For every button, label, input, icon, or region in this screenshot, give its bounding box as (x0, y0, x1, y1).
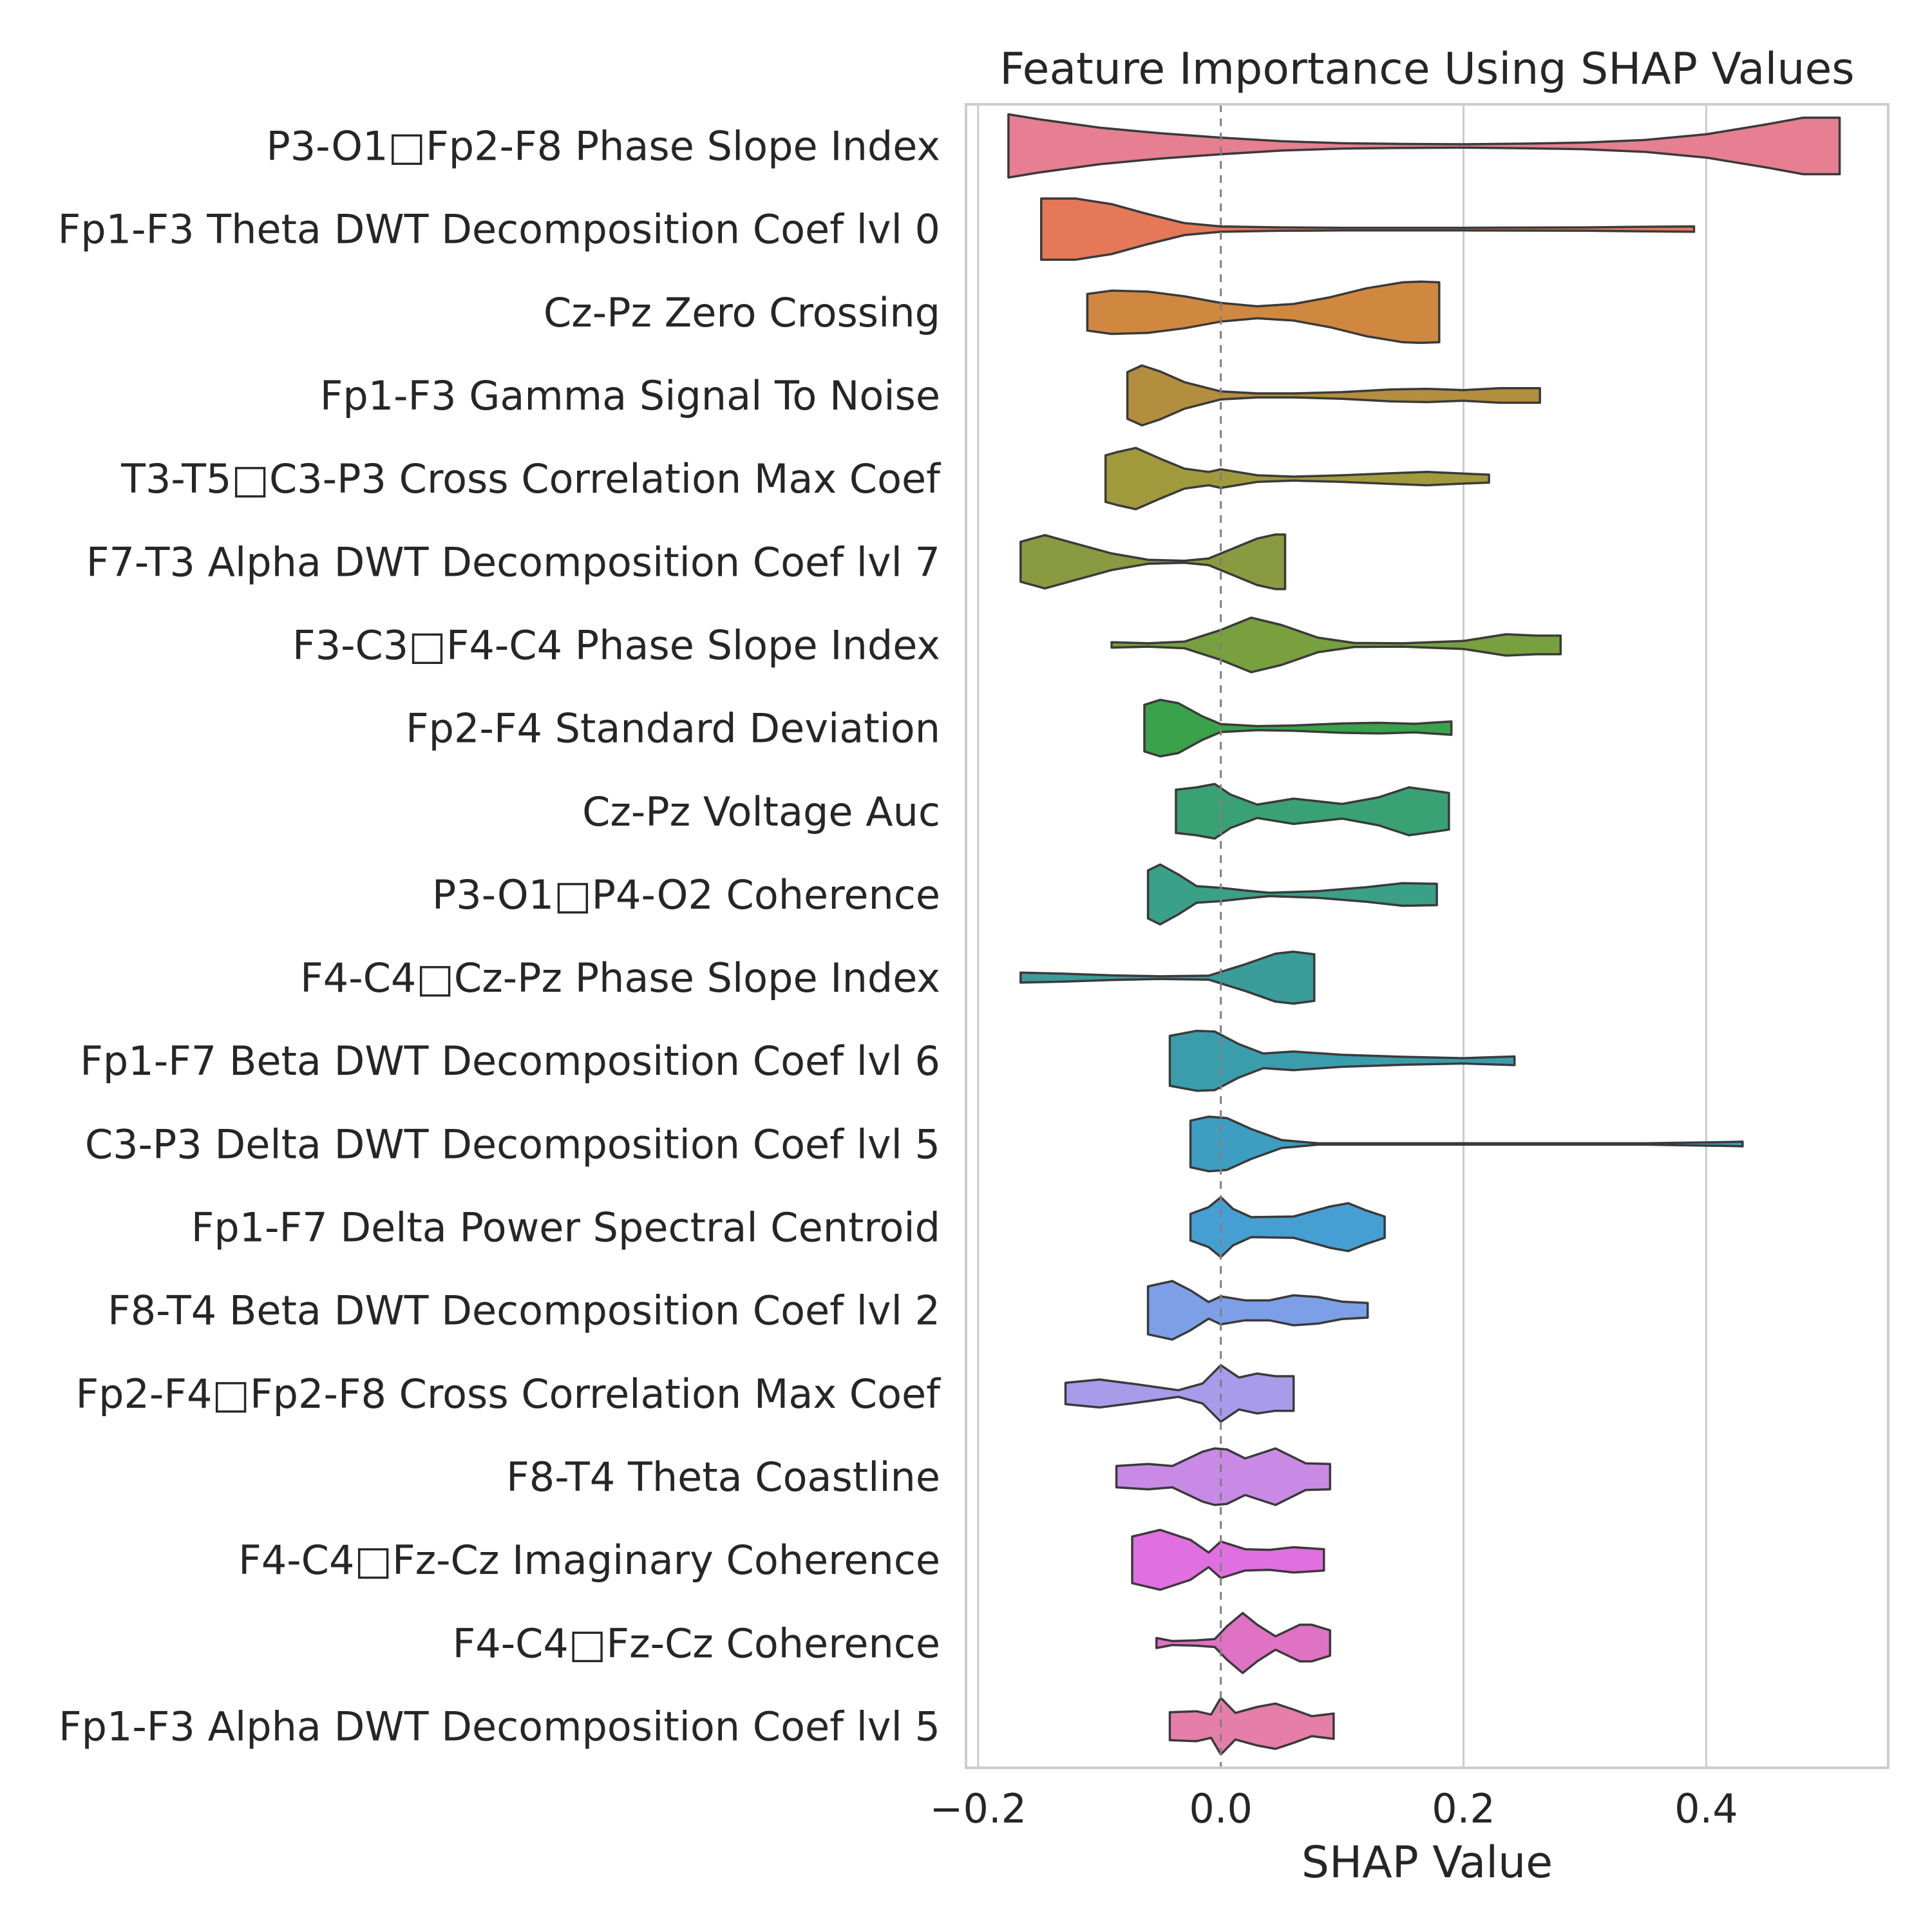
feature-labels: P3-O1□Fp2-F8 Phase Slope Index Fp1-F3 The… (58, 123, 942, 1750)
feature-label: Fp1-F7 Beta DWT Decomposition Coef lvl 6 (80, 1037, 940, 1084)
feature-label: Fp2-F4 Standard Deviation (406, 705, 940, 752)
violin-18 (1131, 1528, 1325, 1591)
violin-14 (1189, 1196, 1386, 1258)
violin-9 (1175, 782, 1450, 840)
violin-11 (1019, 951, 1316, 1005)
feature-label: Cz-Pz Zero Crossing (544, 289, 940, 336)
violin-13 (1189, 1115, 1744, 1173)
feature-label: F4-C4□Cz-Pz Phase Slope Index (300, 954, 940, 1001)
violin-15 (1146, 1280, 1369, 1341)
feature-label: Fp1-F3 Theta DWT Decomposition Coef lvl … (58, 206, 940, 253)
violin-2 (1040, 197, 1696, 261)
feature-label: F4-C4□Fz-Cz Coherence (453, 1620, 940, 1667)
grid-lines (977, 104, 1707, 1768)
violin-8 (1143, 698, 1453, 758)
feature-label: Cz-Pz Voltage Auc (582, 788, 940, 835)
violin-1 (1007, 113, 1841, 179)
violin-12 (1168, 1029, 1516, 1092)
x-tick-labels: −0.2 0.0 0.2 0.4 (930, 1785, 1738, 1832)
violin-16 (1064, 1364, 1295, 1423)
feature-label: Fp1-F3 Gamma Signal To Noise (320, 372, 940, 419)
violin-20 (1168, 1696, 1335, 1756)
violin-7 (1110, 616, 1562, 674)
x-tick-label: 0.0 (1189, 1785, 1253, 1832)
violin-series (1007, 113, 1841, 1756)
feature-label: P3-O1□Fp2-F8 Phase Slope Index (266, 123, 940, 170)
violin-6 (1019, 533, 1287, 591)
feature-label: Fp2-F4□Fp2-F8 Cross Correlation Max Coef (75, 1370, 942, 1417)
feature-label: Fp1-F3 Alpha DWT Decomposition Coef lvl … (59, 1703, 940, 1750)
violin-3 (1086, 280, 1441, 345)
x-tick-label: −0.2 (930, 1785, 1027, 1832)
feature-label: F8-T4 Beta DWT Decomposition Coef lvl 2 (108, 1287, 940, 1334)
x-tick-label: 0.4 (1674, 1785, 1738, 1832)
feature-label: F7-T3 Alpha DWT Decomposition Coef lvl 7 (86, 538, 940, 585)
violin-10 (1146, 863, 1438, 926)
feature-label: C3-P3 Delta DWT Decomposition Coef lvl 5 (85, 1121, 940, 1168)
feature-label: F4-C4□Fz-Cz Imaginary Coherence (238, 1537, 940, 1584)
violin-19 (1155, 1612, 1332, 1674)
chart-title: Feature Importance Using SHAP Values (999, 44, 1854, 95)
feature-label: Fp1-F7 Delta Power Spectral Centroid (191, 1204, 940, 1251)
feature-label: P3-O1□P4-O2 Coherence (432, 871, 940, 918)
feature-label: F3-C3□F4-C4 Phase Slope Index (292, 621, 940, 668)
feature-label: T3-T5□C3-P3 Cross Correlation Max Coef (120, 455, 942, 502)
x-tick-label: 0.2 (1432, 1785, 1495, 1832)
violin-17 (1115, 1447, 1332, 1506)
feature-label: F8-T4 Theta Coastline (506, 1454, 940, 1501)
violin-5 (1104, 446, 1490, 511)
violin-4 (1126, 364, 1541, 427)
x-axis-label: SHAP Value (1302, 1837, 1553, 1888)
plot-frame (965, 103, 1889, 1769)
